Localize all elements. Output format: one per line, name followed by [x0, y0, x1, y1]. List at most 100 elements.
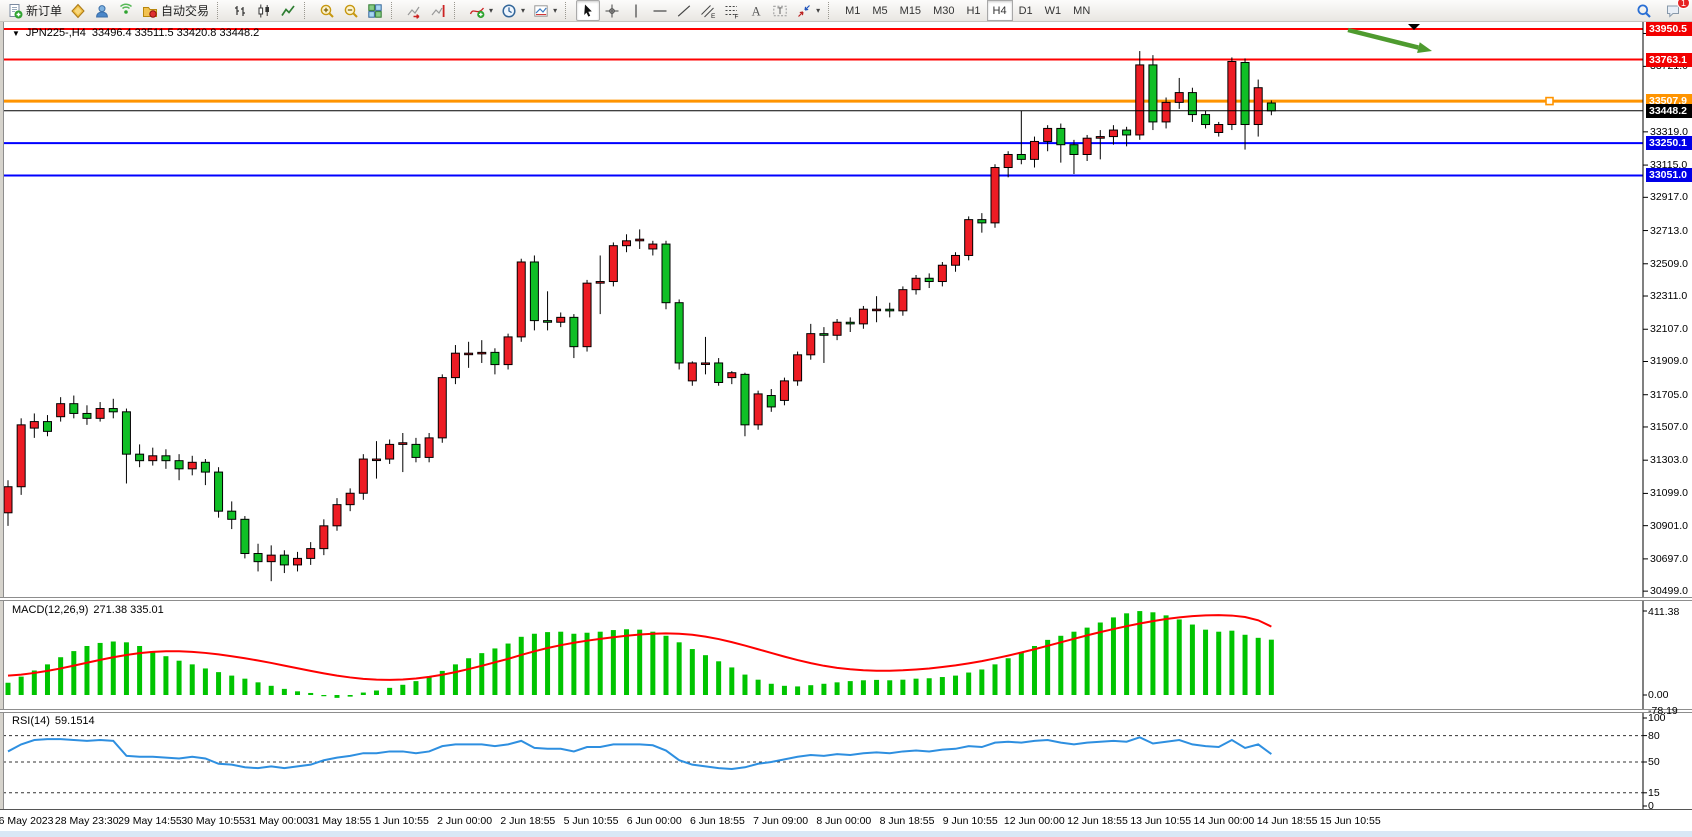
tf-mn[interactable]: MN: [1073, 4, 1091, 17]
chart-title: ▼ JPN225-,H4 33496.4 33511.5 33420.8 334…: [12, 27, 259, 39]
candle: [529, 261, 539, 322]
tf-d1[interactable]: D1: [1018, 4, 1033, 17]
chart-type-group: [225, 0, 303, 21]
macd-histogram-bar: [189, 664, 195, 695]
candle: [779, 380, 789, 401]
candlestick-button[interactable]: [252, 0, 276, 21]
macd-histogram-bar: [689, 649, 695, 695]
hline-button[interactable]: [648, 0, 672, 21]
community-button[interactable]: [90, 0, 114, 21]
candle: [872, 308, 882, 312]
rsi-pane-separator[interactable]: [0, 709, 1692, 713]
fibonacci-button[interactable]: F: [720, 0, 744, 21]
dropdown-caret-icon[interactable]: ▾: [521, 6, 526, 15]
macd-histogram-bar: [1163, 615, 1169, 695]
text-button[interactable]: A: [744, 0, 768, 21]
vline-button[interactable]: [624, 0, 648, 21]
candle: [148, 455, 158, 462]
label-button[interactable]: T: [768, 0, 792, 21]
tile-windows-button[interactable]: [363, 0, 387, 21]
trendline-button[interactable]: [672, 0, 696, 21]
candle: [569, 316, 579, 348]
rsi-scale-label: 0: [1648, 800, 1654, 812]
candle: [911, 277, 921, 291]
macd-histogram-bar: [1268, 639, 1274, 695]
cursor-button[interactable]: [576, 0, 601, 21]
tf-m5[interactable]: M5: [872, 4, 888, 17]
tf-m30[interactable]: M30: [933, 4, 955, 17]
new-order-button[interactable]: 新订单: [3, 0, 66, 21]
price-tick-label: 33319.0: [1650, 125, 1688, 138]
crosshair-button[interactable]: [600, 0, 624, 21]
bar-chart-button[interactable]: [228, 0, 252, 21]
zoom-in-button[interactable]: [315, 0, 339, 21]
time-axis-label: 29 May 14:55: [118, 815, 182, 827]
candle: [227, 510, 237, 520]
candle: [1082, 137, 1092, 155]
auto-trading-button-label: 自动交易: [161, 4, 210, 18]
candle: [964, 219, 974, 256]
rsi-value: 59.1514: [54, 715, 95, 727]
templates-button[interactable]: ▾: [529, 0, 561, 21]
macd-histogram-bar: [992, 664, 998, 695]
macd-scale-zero: 0.00: [1648, 689, 1669, 701]
time-axis-label: 12 Jun 18:55: [1067, 815, 1128, 827]
time-axis-label: 30 May 10:55: [181, 815, 245, 827]
macd-pane-separator[interactable]: [0, 597, 1692, 601]
candle: [240, 518, 250, 555]
macd-histogram-bar: [150, 651, 156, 695]
tf-m1[interactable]: M1: [845, 4, 861, 17]
macd-histogram-bar: [1229, 630, 1235, 695]
candle: [806, 333, 816, 356]
auto-scroll-button[interactable]: [402, 0, 426, 21]
shapes-button[interactable]: ▾: [792, 0, 824, 21]
macd-histogram-bar: [860, 680, 866, 695]
dropdown-caret-icon[interactable]: ▾: [553, 6, 558, 15]
time-axis-label: 14 Jun 00:00: [1193, 815, 1255, 827]
candle: [1266, 102, 1276, 112]
candle: [753, 393, 763, 426]
candle: [819, 333, 829, 336]
candle: [648, 243, 658, 250]
signals-button[interactable]: [114, 0, 138, 21]
dropdown-caret-icon[interactable]: ▾: [489, 6, 494, 15]
indicators-button[interactable]: ▾: [465, 0, 497, 21]
candle: [398, 442, 408, 445]
charts-button[interactable]: [66, 0, 90, 21]
price-tick-label: 31909.0: [1650, 355, 1688, 368]
tf-w1[interactable]: W1: [1044, 4, 1062, 17]
chat-button[interactable]: 1: [1662, 0, 1690, 21]
candle: [95, 408, 105, 419]
time-axis-label: 9 Jun 10:55: [942, 815, 998, 827]
rsi-scale-label: 15: [1648, 786, 1660, 799]
zoom-out-button[interactable]: [339, 0, 363, 21]
price-tick-label: 30901.0: [1650, 519, 1688, 532]
candle: [635, 238, 645, 242]
chart-menu-triangle-icon[interactable]: ▼: [12, 28, 20, 38]
trend-arrow-head: [1417, 42, 1432, 53]
macd-values: 271.38 335.01: [93, 604, 164, 616]
macd-histogram-bar: [821, 683, 827, 695]
search-button[interactable]: [1632, 0, 1656, 21]
dropdown-caret-icon[interactable]: ▾: [816, 6, 821, 15]
tf-m15[interactable]: M15: [899, 4, 922, 17]
crosshair-icon: [605, 4, 619, 17]
tf-h1[interactable]: H1: [966, 4, 981, 17]
tf-h4[interactable]: H4: [986, 0, 1013, 21]
macd-histogram-bar: [387, 687, 393, 695]
candle: [727, 372, 737, 379]
auto-trading-button[interactable]: 自动交易: [138, 0, 213, 21]
channel-button[interactable]: E: [696, 0, 720, 21]
line-chart-button[interactable]: [276, 0, 300, 21]
chart-shift-button[interactable]: [426, 0, 450, 21]
macd-histogram-bar: [202, 668, 208, 695]
macd-histogram-bar: [31, 670, 37, 695]
signals-icon: [120, 3, 133, 14]
macd-histogram-bar: [926, 678, 932, 695]
price-badge: 33763.1: [1646, 52, 1692, 67]
macd-histogram-bar: [834, 682, 840, 695]
periods-button[interactable]: ▾: [497, 0, 529, 21]
symbol-period-label: JPN225-,H4: [25, 27, 86, 39]
